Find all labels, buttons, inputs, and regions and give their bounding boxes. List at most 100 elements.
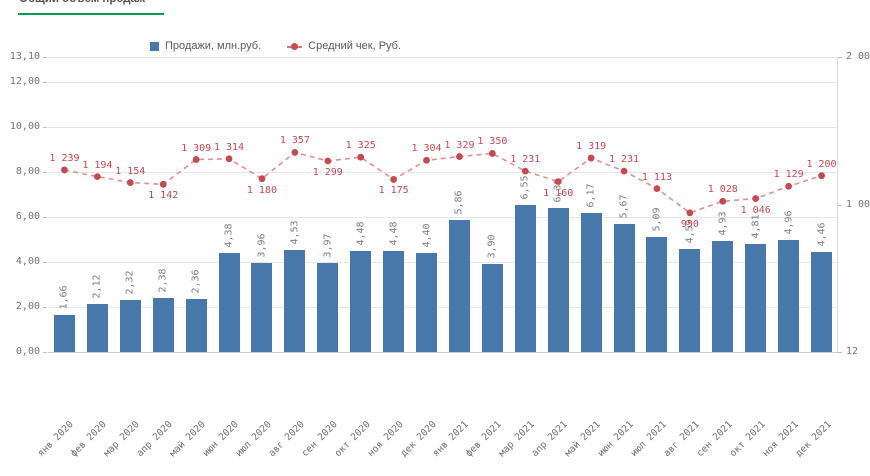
line-value-label: 1 231 (608, 154, 640, 166)
bar[interactable] (646, 237, 668, 352)
line-point[interactable] (719, 197, 727, 205)
bar[interactable] (416, 252, 438, 352)
line-point[interactable] (258, 175, 266, 183)
bar[interactable] (778, 240, 800, 352)
line-point[interactable] (225, 155, 233, 163)
line-point[interactable] (752, 195, 760, 202)
bar[interactable] (317, 262, 339, 352)
bar[interactable] (613, 224, 635, 352)
left-axis-label: 13,10 (9, 51, 40, 62)
line-value-label: 1 314 (213, 141, 245, 153)
bar[interactable] (745, 243, 767, 352)
line-point[interactable] (488, 150, 496, 157)
sales-combo-chart: Общий объем продаж Продажи, млн.руб. Сре… (10, 0, 870, 459)
legend-item-sales[interactable]: Продажи, млн.руб. (150, 40, 261, 52)
gridline (48, 306, 838, 308)
line-value-label: 1 231 (510, 154, 541, 166)
line-value-label: 1 357 (279, 135, 310, 147)
line-value-label: 1 299 (312, 167, 343, 179)
line-point[interactable] (456, 153, 463, 160)
left-axis-tick (43, 81, 47, 83)
bar[interactable] (152, 298, 174, 352)
right-axis-label: 12 (846, 346, 859, 357)
line-value-label: 1 319 (576, 141, 607, 153)
bar[interactable] (580, 213, 602, 352)
line-point[interactable] (159, 180, 167, 188)
line-value-label: 1 160 (543, 187, 574, 199)
line-value-label: 1 309 (181, 142, 212, 154)
line-point[interactable] (324, 157, 332, 165)
left-axis-tick (43, 261, 47, 263)
bar[interactable] (350, 251, 372, 352)
bar[interactable] (383, 251, 405, 352)
gridline (48, 126, 838, 128)
right-axis-tick (838, 352, 842, 353)
bar[interactable] (547, 208, 569, 352)
gridline (48, 261, 838, 263)
line-value-label: 1 239 (49, 152, 80, 164)
line-point[interactable] (587, 154, 595, 162)
plot-area: 13,10 12,00 10,00 8,00 6,00 4,00 2,00 0,00 2 000… (10, 51, 870, 459)
line-point[interactable] (785, 182, 793, 190)
line-point[interactable] (390, 176, 398, 183)
line-point[interactable] (686, 209, 694, 217)
left-axis-tick (43, 57, 47, 58)
sheet-tab-title[interactable]: Общий объем продаж (19, 0, 145, 5)
line-point[interactable] (126, 179, 134, 186)
left-axis-tick (43, 216, 47, 218)
bar[interactable] (53, 314, 75, 352)
left-axis-label: 6,00 (15, 210, 40, 222)
gridline (48, 216, 838, 218)
avg-check-line (61, 149, 825, 217)
line-value-label: 1 350 (477, 136, 508, 148)
bar-series-swatch-icon (150, 41, 159, 51)
bar[interactable] (514, 204, 536, 352)
line-point[interactable] (61, 166, 68, 174)
right-axis-tick (838, 205, 842, 207)
line-point[interactable] (357, 153, 365, 161)
bar[interactable] (119, 299, 141, 352)
left-axis-tick (43, 171, 47, 173)
left-axis-label: 12,00 (9, 75, 40, 87)
left-axis-tick (43, 126, 47, 128)
line-point[interactable] (93, 173, 101, 181)
bar[interactable] (185, 298, 207, 352)
line-point[interactable] (653, 185, 661, 193)
line-value-label: 1 154 (115, 165, 146, 177)
line-point[interactable] (192, 156, 200, 163)
bar[interactable] (679, 248, 701, 352)
bar[interactable] (284, 249, 306, 352)
line-value-label: 1 142 (148, 190, 179, 202)
left-axis-tick (43, 306, 47, 308)
bar[interactable] (218, 253, 240, 352)
bar[interactable] (448, 220, 470, 352)
right-axis-tick (838, 57, 842, 58)
gridline (48, 81, 838, 83)
line-value-label: 1 304 (411, 143, 442, 155)
line-value-label: 1 180 (246, 184, 277, 196)
left-axis-tick (43, 352, 47, 353)
gridline (48, 352, 838, 353)
line-point[interactable] (521, 167, 529, 175)
line-value-label: 1 113 (641, 171, 672, 183)
line-value-label: 1 194 (82, 159, 113, 171)
bar[interactable] (86, 304, 108, 352)
line-value-label: 950 (680, 218, 699, 230)
bar[interactable] (712, 240, 734, 352)
line-value-label: 1 200 (806, 158, 837, 170)
line-point[interactable] (554, 178, 562, 186)
bar[interactable] (811, 251, 833, 352)
legend-item-avg-check[interactable]: Средний чек, Руб. (287, 40, 401, 52)
line-point[interactable] (423, 156, 430, 164)
legend: Продажи, млн.руб. Средний чек, Руб. (150, 40, 401, 52)
left-axis-label: 10,00 (9, 120, 40, 132)
line-value-label: 1 325 (345, 140, 376, 152)
line-value-label: 1 129 (773, 169, 804, 181)
bar[interactable] (251, 262, 273, 352)
line-point[interactable] (291, 149, 299, 156)
bar[interactable] (481, 264, 503, 352)
sheet-tab-underline (18, 13, 164, 15)
line-point[interactable] (818, 172, 825, 180)
line-point[interactable] (620, 167, 628, 175)
right-axis-label: 1 000 (846, 199, 870, 211)
